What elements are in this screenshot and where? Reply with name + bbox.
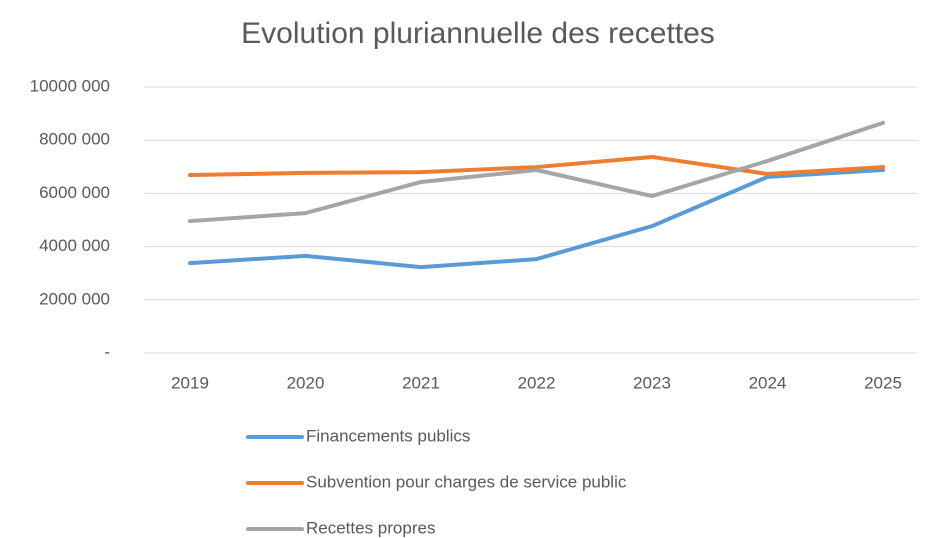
series-line	[188, 154, 885, 178]
x-tick-label: 2024	[749, 373, 787, 392]
y-tick-label: 4000 000	[39, 236, 110, 255]
legend-label: Financements publics	[306, 426, 470, 445]
series-line	[188, 167, 885, 270]
y-tick-label: 6000 000	[39, 183, 110, 202]
x-tick-label: 2025	[864, 373, 902, 392]
y-tick-label: 8000 000	[39, 130, 110, 149]
x-tick-label: 2019	[171, 373, 209, 392]
x-tick-label: 2021	[402, 373, 440, 392]
series-line	[188, 120, 885, 224]
x-tick-label: 2023	[633, 373, 671, 392]
y-tick-label: 2000 000	[39, 289, 110, 308]
x-tick-label: 2020	[287, 373, 325, 392]
y-tick-label: -	[104, 342, 110, 361]
chart-title: Evolution pluriannuelle des recettes	[241, 17, 715, 50]
y-tick-label: 10000 000	[30, 76, 110, 95]
x-tick-label: 2022	[518, 373, 556, 392]
legend-label: Subvention pour charges de service publi…	[306, 472, 627, 491]
legend-label: Recettes propres	[306, 518, 435, 537]
